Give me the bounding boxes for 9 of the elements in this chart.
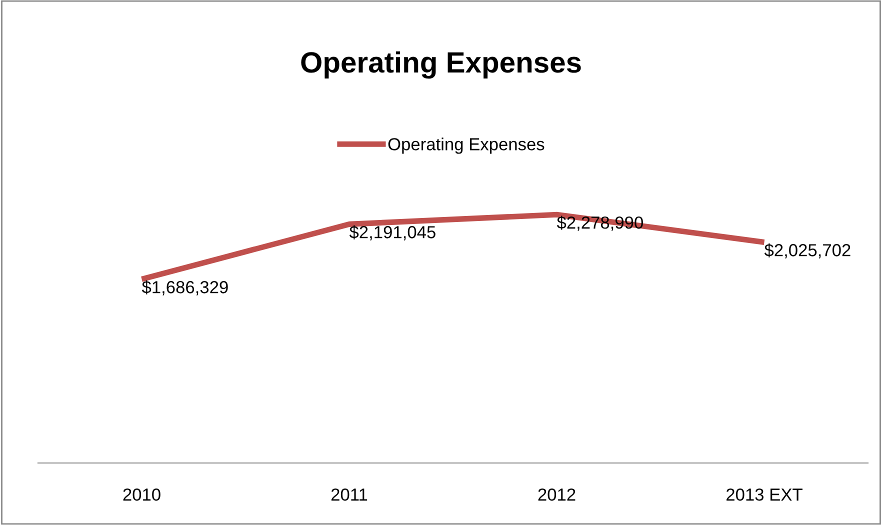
data-label: $2,025,702 — [764, 243, 850, 258]
x-tick-label: 2013 EXT — [726, 488, 802, 501]
chart-title: Operating Expenses — [301, 51, 581, 79]
data-label: $2,191,045 — [349, 225, 436, 240]
x-tick-label: 2010 — [123, 488, 160, 501]
x-tick-label: 2011 — [331, 488, 368, 501]
data-label: $1,686,329 — [142, 280, 228, 296]
legend-label: Operating Expenses — [388, 138, 544, 154]
x-tick-label: 2012 — [538, 488, 576, 501]
